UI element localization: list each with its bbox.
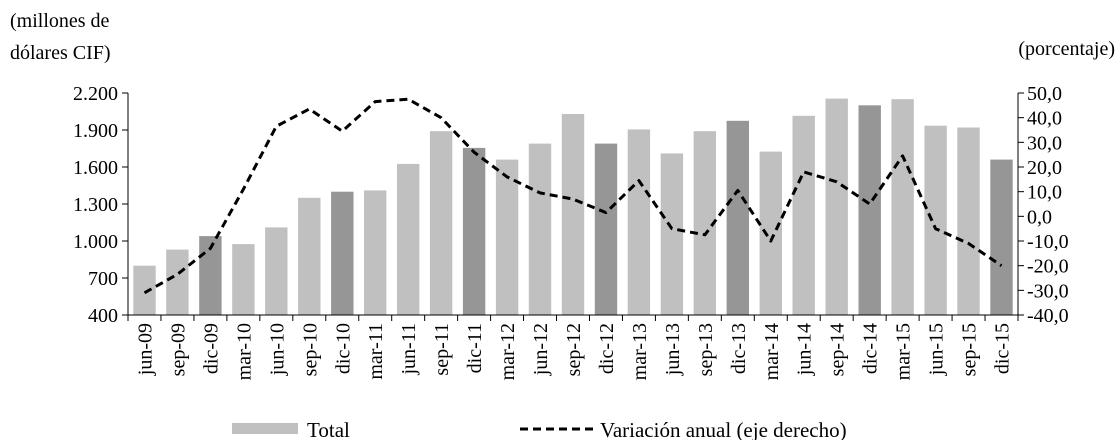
bar-jun-12 bbox=[528, 143, 552, 315]
x-tick-label-mar-12: mar-12 bbox=[497, 323, 519, 380]
bar-mar-11 bbox=[364, 190, 387, 315]
x-tick-label-jun-12: jun-12 bbox=[530, 323, 552, 376]
y-right-tick-label: 20,0 bbox=[1027, 157, 1062, 179]
x-tick-label-jun-15: jun-15 bbox=[926, 323, 948, 376]
y-right-tick-label: 50,0 bbox=[1027, 83, 1062, 105]
x-tick-label-mar-14: mar-14 bbox=[761, 323, 783, 380]
bar-dic-12 bbox=[594, 143, 618, 315]
bar-dic-14 bbox=[858, 105, 881, 315]
x-tick-label-dic-11: dic-11 bbox=[464, 323, 486, 373]
x-tick-label-jun-09: jun-09 bbox=[134, 323, 156, 376]
legend-label-variacion: Variación anual (eje derecho) bbox=[600, 418, 847, 440]
x-tick-label-sep-10: sep-10 bbox=[299, 323, 321, 376]
y-left-tick-label: 1.600 bbox=[73, 157, 118, 179]
bar-mar-15 bbox=[891, 99, 914, 315]
x-tick-label-dic-12: dic-12 bbox=[596, 323, 618, 374]
x-tick-label-sep-09: sep-09 bbox=[167, 323, 189, 376]
y-left-tick-label: 400 bbox=[88, 305, 118, 327]
bar-sep-09 bbox=[166, 249, 189, 315]
y-right-tick-label: 0,0 bbox=[1027, 206, 1052, 228]
x-tick-label-mar-10: mar-10 bbox=[233, 323, 255, 380]
x-tick-label-dic-13: dic-13 bbox=[728, 323, 750, 374]
y-axis-left-title-line1: (millones de bbox=[10, 10, 110, 32]
bar-jun-09 bbox=[133, 265, 156, 315]
x-tick-label-sep-14: sep-14 bbox=[827, 323, 849, 376]
bar-dic-10 bbox=[331, 191, 354, 315]
bar-sep-13 bbox=[693, 131, 716, 315]
bar-jun-14 bbox=[792, 115, 815, 315]
x-tick-label-sep-11: sep-11 bbox=[431, 323, 453, 376]
bar-jun-10 bbox=[265, 227, 288, 315]
x-tick-label-jun-13: jun-13 bbox=[662, 323, 684, 376]
bar-sep-15 bbox=[957, 127, 980, 315]
bar-sep-11 bbox=[429, 131, 453, 315]
bar-mar-14 bbox=[759, 151, 782, 315]
y-left-tick-label: 2.200 bbox=[73, 83, 118, 105]
y-left-tick-label: 700 bbox=[88, 268, 118, 290]
x-tick-label-dic-14: dic-14 bbox=[860, 323, 882, 374]
x-tick-label-sep-15: sep-15 bbox=[959, 323, 981, 376]
x-tick-label-jun-11: jun-11 bbox=[398, 323, 420, 375]
bar-dic-09 bbox=[199, 236, 222, 315]
x-tick-label-dic-10: dic-10 bbox=[332, 323, 354, 374]
bar-jun-11 bbox=[397, 163, 420, 315]
legend-swatch-total bbox=[232, 423, 298, 434]
y-axis-right-title: (porcentaje) bbox=[1018, 38, 1115, 60]
bar-jun-13 bbox=[660, 153, 684, 315]
x-tick-label-mar-13: mar-13 bbox=[629, 323, 651, 380]
bar-mar-13 bbox=[627, 129, 651, 315]
legend: Total Variación anual (eje derecho) bbox=[232, 418, 847, 440]
y-left-tick-label: 1.900 bbox=[73, 120, 118, 142]
bar-mar-10 bbox=[232, 244, 255, 315]
y-right-tick-label: 10,0 bbox=[1027, 182, 1062, 204]
x-tick-label-mar-11: mar-11 bbox=[365, 323, 387, 380]
x-tick-label-sep-12: sep-12 bbox=[563, 323, 585, 376]
bar-mar-12 bbox=[495, 159, 519, 315]
x-tick-label-mar-15: mar-15 bbox=[893, 323, 915, 380]
y-right-tick-label: -20,0 bbox=[1027, 256, 1069, 278]
x-tick-label-jun-10: jun-10 bbox=[266, 323, 288, 376]
x-tick-label-sep-13: sep-13 bbox=[695, 323, 717, 376]
bar-dic-11 bbox=[462, 147, 486, 315]
axes: 400 700 1.000 1.300 1.600 1.900 2.200 -40,0 -30,… bbox=[73, 83, 1069, 327]
bar-jun-15 bbox=[924, 125, 947, 315]
bar-sep-14 bbox=[825, 98, 848, 315]
y-right-tick-label: -40,0 bbox=[1027, 305, 1069, 327]
x-tick-label-jun-14: jun-14 bbox=[794, 323, 816, 376]
y-left-tick-label: 1.000 bbox=[73, 231, 118, 253]
bar-dic-13 bbox=[726, 120, 749, 316]
bar-sep-12 bbox=[561, 114, 585, 315]
bar-series bbox=[133, 98, 1013, 316]
bar-dic-15 bbox=[990, 159, 1013, 315]
y-right-tick-label: -30,0 bbox=[1027, 280, 1069, 302]
x-tick-label-dic-15: dic-15 bbox=[992, 323, 1014, 374]
x-tick-label-dic-09: dic-09 bbox=[200, 323, 222, 374]
legend-label-total: Total bbox=[307, 418, 350, 440]
y-right-tick-label: 40,0 bbox=[1027, 108, 1062, 130]
y-right-tick-label: 30,0 bbox=[1027, 132, 1062, 154]
y-right-tick-label: -10,0 bbox=[1027, 231, 1069, 253]
bar-sep-10 bbox=[298, 197, 321, 315]
y-left-tick-label: 1.300 bbox=[73, 194, 118, 216]
x-tick-labels: jun-09 sep-09 dic-09 mar-10 jun-10 sep-10 dic-… bbox=[134, 323, 1013, 380]
y-axis-left-title-line2: dólares CIF) bbox=[10, 42, 111, 64]
